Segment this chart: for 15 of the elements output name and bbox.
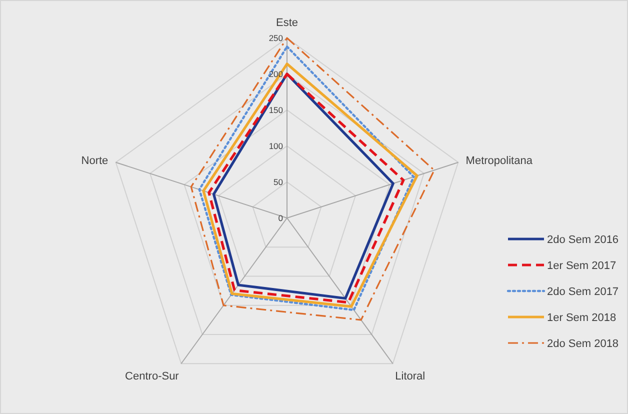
spoke-label: Este xyxy=(276,17,298,29)
spoke-label: Litoral xyxy=(395,370,426,383)
legend-label: 2do Sem 2018 xyxy=(547,338,619,350)
spoke-label: Norte xyxy=(81,154,108,167)
y-tick-label: 50 xyxy=(274,177,284,187)
y-tick-label: 100 xyxy=(268,141,284,151)
y-tick-label: 0 xyxy=(278,213,284,223)
y-tick-label: 250 xyxy=(268,33,284,43)
legend-label: 2do Sem 2017 xyxy=(547,286,619,298)
legend-label: 1er Sem 2018 xyxy=(547,312,616,324)
y-tick-label: 150 xyxy=(268,105,284,115)
legend-label: 1er Sem 2017 xyxy=(547,260,616,272)
spoke-label: Centro-Sur xyxy=(125,370,180,383)
legend-label: 2do Sem 2016 xyxy=(547,234,619,246)
spoke-label: Metropolitana xyxy=(466,154,534,167)
